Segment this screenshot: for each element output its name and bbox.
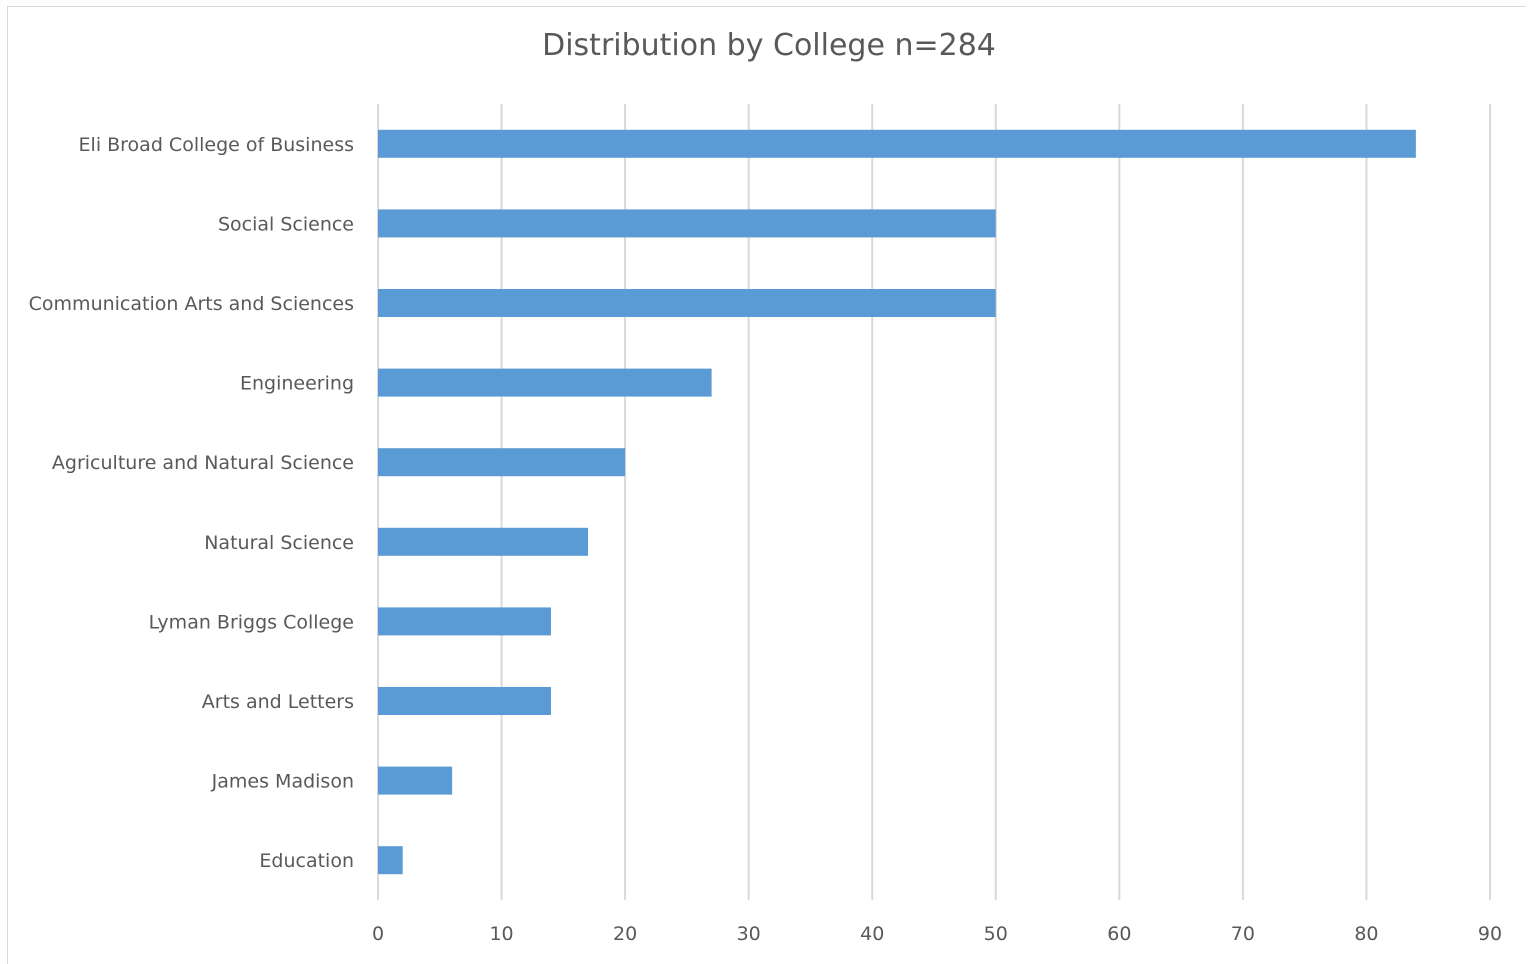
bar bbox=[378, 368, 712, 397]
bars bbox=[378, 129, 1416, 875]
x-tick-label: 30 bbox=[737, 923, 761, 945]
bar bbox=[378, 129, 1416, 158]
category-label: James Madison bbox=[211, 771, 354, 793]
x-tick-label: 90 bbox=[1478, 923, 1502, 945]
x-tick-label: 20 bbox=[613, 923, 637, 945]
x-tick-label: 70 bbox=[1231, 923, 1255, 945]
category-label: Lyman Briggs College bbox=[149, 611, 354, 633]
bar bbox=[378, 607, 551, 636]
x-tick-labels: 0 10 20 30 40 50 60 70 80 90 bbox=[372, 923, 1502, 945]
category-label: Communication Arts and Sciences bbox=[29, 293, 354, 315]
x-tick-label: 40 bbox=[860, 923, 884, 945]
x-tick-label: 50 bbox=[984, 923, 1008, 945]
category-label: Social Science bbox=[218, 213, 354, 235]
x-tick-label: 0 bbox=[372, 923, 384, 945]
chart-title: Distribution by College n=284 bbox=[542, 28, 996, 63]
x-tick-label: 80 bbox=[1354, 923, 1378, 945]
category-label: Arts and Letters bbox=[202, 691, 354, 713]
category-labels: Eli Broad College of Business Social Scie… bbox=[29, 134, 354, 872]
category-label: Education bbox=[259, 850, 354, 872]
category-label: Agriculture and Natural Science bbox=[52, 452, 354, 474]
category-label: Eli Broad College of Business bbox=[79, 134, 354, 156]
bar bbox=[378, 209, 996, 238]
bar bbox=[378, 766, 453, 795]
category-label: Natural Science bbox=[204, 532, 354, 554]
bar bbox=[378, 448, 626, 477]
x-tick-label: 60 bbox=[1107, 923, 1131, 945]
chart-frame bbox=[7, 6, 1526, 964]
category-label: Engineering bbox=[240, 373, 354, 395]
bar bbox=[378, 687, 551, 715]
bar bbox=[378, 289, 996, 317]
x-tick-label: 10 bbox=[489, 923, 513, 945]
bar bbox=[378, 846, 403, 875]
bar bbox=[378, 527, 589, 556]
